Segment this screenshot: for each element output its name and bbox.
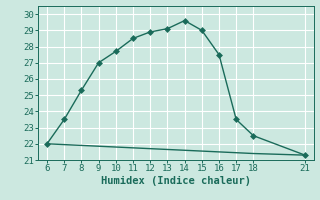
X-axis label: Humidex (Indice chaleur): Humidex (Indice chaleur) <box>101 176 251 186</box>
